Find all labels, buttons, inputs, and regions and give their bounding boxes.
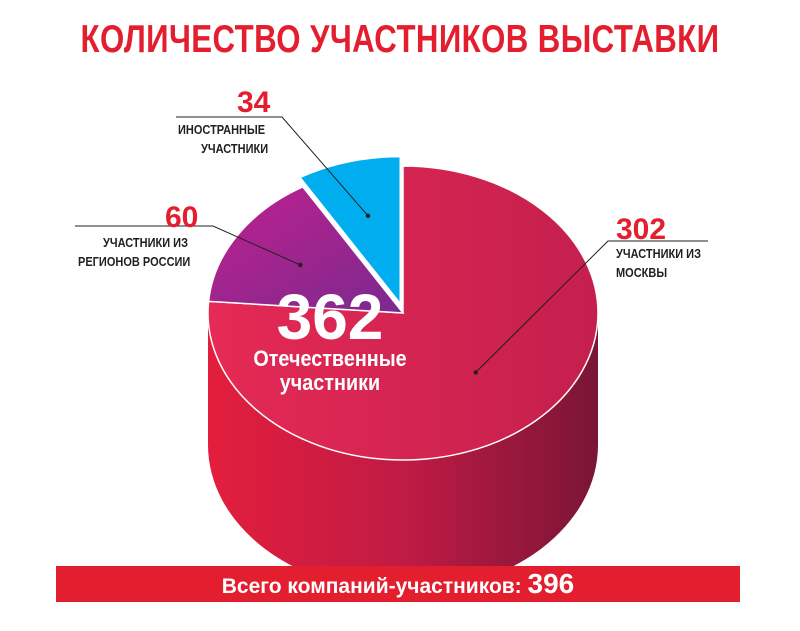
slice-regions <box>207 185 405 314</box>
leader-regions <box>75 225 301 266</box>
foreign-value: 34 <box>237 86 271 119</box>
chart-title: КОЛИЧЕСТВО УЧАСТНИКОВ ВЫСТАВКИ <box>80 18 720 61</box>
slice-foreign <box>298 155 401 306</box>
domestic-label-line1: Отечественные <box>253 346 407 371</box>
leader-moscow <box>475 240 708 373</box>
leader-foreign <box>176 116 369 217</box>
pie-side-wall <box>208 313 598 592</box>
foreign-label-line1: ИНОСТРАННЫЕ <box>178 123 266 137</box>
moscow-label-line2: МОСКВЫ <box>616 266 668 280</box>
moscow-value: 302 <box>616 213 667 246</box>
slice-moscow <box>207 165 599 461</box>
domestic-total-value: 362 <box>276 281 384 353</box>
leader-moscow-dot <box>473 370 478 375</box>
domestic-total-label: Отечественные участники <box>231 347 429 395</box>
leader-regions-dot <box>298 262 303 268</box>
regions-label-line1: УЧАСТНИКИ ИЗ <box>103 236 188 250</box>
total-label: Всего компаний-участников: <box>221 575 522 598</box>
leader-foreign-dot <box>365 213 371 218</box>
moscow-label-line1: УЧАСТНИКИ ИЗ <box>616 247 701 261</box>
regions-label-line2: РЕГИОНОВ РОССИИ <box>78 255 191 269</box>
domestic-label-line2: участники <box>279 370 381 395</box>
total-value: 396 <box>527 568 575 599</box>
regions-value: 60 <box>165 201 199 234</box>
total-banner: Всего компаний-участников: 396 <box>56 566 740 602</box>
foreign-label-line2: УЧАСТНИКИ <box>201 142 269 156</box>
